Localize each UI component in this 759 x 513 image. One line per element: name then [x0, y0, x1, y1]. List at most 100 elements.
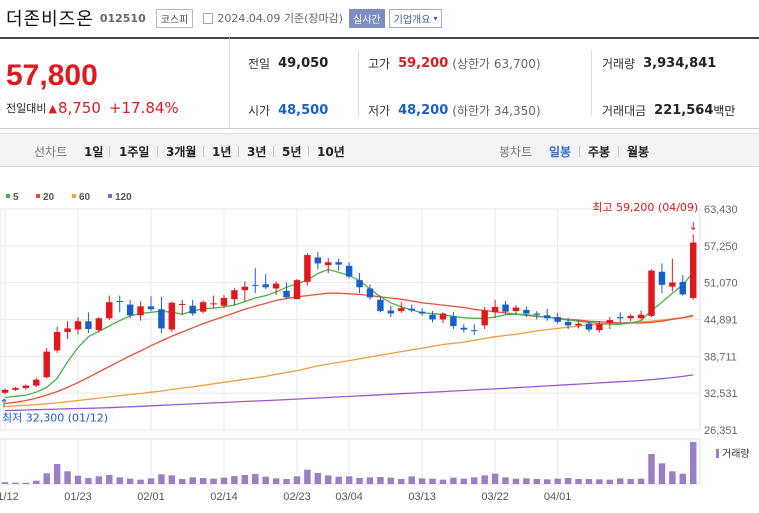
- company-info-label: 기업개요: [393, 14, 431, 26]
- candle: [460, 327, 468, 330]
- volume-bar: [523, 478, 530, 484]
- volume-bar: [314, 473, 322, 484]
- y-tick-label: 63,430: [704, 204, 738, 216]
- period-3y[interactable]: 3년: [247, 145, 267, 159]
- candle: [314, 257, 322, 264]
- candle: [387, 310, 395, 314]
- volume-bar: [616, 478, 624, 484]
- volume-bar: [471, 477, 478, 484]
- volume-bar: [345, 476, 353, 484]
- company-info-dropdown[interactable]: 기업개요 ▾: [388, 8, 443, 28]
- x-tick-label: 03/13: [408, 491, 436, 503]
- volume-bar: [648, 454, 655, 484]
- volume-bar: [85, 478, 92, 484]
- candle: [304, 255, 311, 282]
- candle: [137, 306, 144, 316]
- volume-bar: [502, 477, 509, 484]
- volume-bar: [439, 479, 447, 484]
- candle: [533, 313, 541, 315]
- stat-prev-label: 전일: [248, 57, 271, 71]
- period-1y[interactable]: 1년: [212, 145, 232, 159]
- calendar-icon: [203, 12, 214, 24]
- candle-daily[interactable]: 일봉: [549, 145, 572, 159]
- candle: [366, 288, 374, 298]
- x-tick-label: 02/14: [210, 491, 238, 503]
- volume-bar: [554, 478, 561, 484]
- stats-panel: 전일 49,050 고가 59,200 (상한가 63,700) 거래량 3,934,8…: [229, 37, 759, 129]
- volume-bar: [189, 477, 196, 484]
- candle: [481, 310, 488, 326]
- candle: [471, 330, 478, 332]
- candle: [564, 321, 572, 326]
- x-tick-label: 01/12: [0, 491, 19, 503]
- y-tick-label: 38,711: [704, 351, 737, 363]
- volume-bar: [585, 479, 593, 484]
- volume-bar: [575, 479, 582, 484]
- candle: [596, 324, 603, 331]
- candle: [398, 308, 405, 312]
- volume-bar: [637, 478, 645, 484]
- volume-bar: [606, 479, 614, 484]
- candle: [1, 389, 9, 393]
- volume-bar: [126, 478, 134, 484]
- x-tick-label: 04/01: [544, 491, 572, 503]
- volume-bar: [74, 475, 82, 484]
- volume-bar: [262, 476, 269, 484]
- legend-label-20: 20: [43, 192, 55, 203]
- period-10y[interactable]: 10년: [317, 145, 345, 159]
- volume-bar: [158, 474, 165, 484]
- volume-bar: [210, 478, 217, 484]
- divider: [273, 146, 274, 157]
- stock-header: 더존비즈온 012510 코스피 2024.04.09 기준(장마감) 실시간 …: [0, 0, 759, 36]
- candle-weekly[interactable]: 주봉: [588, 145, 611, 159]
- candle: [43, 351, 50, 378]
- stat-trade-value-label: 거래대금: [602, 104, 647, 118]
- volume-bar: [106, 475, 113, 484]
- up-triangle-icon: ▲: [48, 101, 57, 115]
- current-price: 57,800: [6, 59, 98, 92]
- legend-label-5: 5: [13, 192, 19, 203]
- upper-limit: (상한가 63,700): [452, 57, 541, 71]
- period-5y[interactable]: 5년: [282, 145, 302, 159]
- period-3m[interactable]: 3개월: [166, 145, 197, 159]
- legend-label-60: 60: [79, 192, 91, 203]
- candle: [262, 284, 269, 288]
- period-1w[interactable]: 1주일: [119, 145, 150, 159]
- legend-label-120: 120: [115, 192, 132, 203]
- candle: [637, 314, 645, 319]
- candle: [85, 321, 92, 329]
- candle: [575, 323, 582, 326]
- divider: [579, 146, 580, 157]
- candle: [220, 297, 228, 306]
- stat-trade-value-value: 221,564: [654, 103, 714, 118]
- volume-legend-swatch: [716, 449, 719, 458]
- stat-low: 저가 48,200 (하한가 34,350): [368, 102, 541, 119]
- candle: [158, 309, 165, 329]
- candlestick-chart[interactable]: 5 20 60 120 거래량 63,430 57,250 51,070 44,891 38,…: [0, 167, 759, 513]
- realtime-button[interactable]: 실시간: [349, 8, 385, 28]
- candle: [429, 314, 436, 320]
- volume-bar: [627, 479, 634, 484]
- x-tick-label: 02/23: [283, 491, 311, 503]
- volume-bar: [43, 473, 50, 484]
- line-chart-label[interactable]: 선차트: [34, 145, 68, 159]
- volume-bar: [398, 479, 405, 484]
- y-tick-label: 44,891: [704, 314, 738, 326]
- volume-bar: [272, 478, 280, 484]
- stat-high-label: 고가: [368, 57, 391, 71]
- market-badge: 코스피: [155, 8, 194, 28]
- candle: [252, 284, 259, 286]
- volume-bar: [283, 479, 290, 484]
- volume-bar: [564, 478, 572, 484]
- chart-toolbar: 선차트 1일 1주일 3개월 1년 3년 5년 10년 봉차트 일봉 주봉 월봉: [0, 133, 759, 167]
- stat-trade-value: 거래대금 221,564 백만: [602, 102, 735, 119]
- candle-monthly[interactable]: 월봉: [627, 145, 650, 159]
- candle-chart-label[interactable]: 봉차트: [499, 145, 533, 159]
- volume-bar: [64, 471, 71, 484]
- candle: [439, 313, 447, 320]
- period-1d[interactable]: 1일: [84, 145, 104, 159]
- stat-volume-label: 거래량: [602, 57, 636, 71]
- x-tick-label: 03/04: [335, 491, 363, 503]
- divider: [358, 50, 359, 116]
- candle: [199, 302, 207, 312]
